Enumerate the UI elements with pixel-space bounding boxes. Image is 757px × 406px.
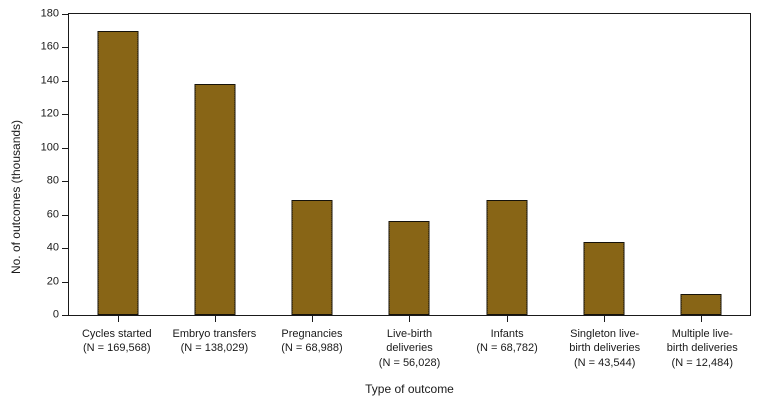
y-tick-mark [62, 282, 68, 283]
y-tick-label: 0 [52, 308, 59, 321]
bar-n-label: (N = 56,028) [378, 356, 441, 369]
bar-category-label: Singleton live- birth deliveries [569, 328, 641, 355]
y-tick-mark [62, 315, 68, 316]
bar [583, 242, 625, 315]
x-tick-mark [701, 316, 703, 322]
bar [194, 84, 236, 315]
y-tick-label: 120 [40, 107, 59, 120]
bar-n-label: (N = 169,568) [83, 342, 151, 355]
x-category-cell: Singleton live- birth deliveries (N = 43,… [556, 327, 654, 370]
plot-area: 0 20 40 60 80 100 120 140 160 180 [41, 8, 751, 322]
y-tick-mark [62, 215, 68, 216]
y-tick-mark [62, 14, 68, 15]
bar-category-label: Pregnancies [281, 328, 343, 340]
y-tick-mark [62, 181, 68, 182]
x-tick-mark [214, 316, 216, 322]
x-tick-mark [506, 316, 508, 322]
bar-category-label: Multiple live- birth deliveries [666, 328, 738, 355]
bar-category-label: Infants [490, 328, 524, 340]
bar-n-label: (N = 12,484) [671, 356, 733, 369]
x-tick-mark [312, 316, 314, 322]
y-tick-mark [62, 47, 68, 48]
bar [291, 200, 333, 315]
y-tick-mark [62, 81, 68, 82]
y-tick-label: 100 [40, 141, 59, 154]
x-category-cell: Live-birth deliveries (N = 56,028) [361, 327, 459, 370]
bar-category-label: Live-birth deliveries [386, 328, 433, 355]
y-tick-mark [62, 114, 68, 115]
x-axis-title: Type of outcome [365, 382, 454, 396]
x-category-labels: Cycles started (N = 169,568) Embryo transf… [68, 327, 751, 370]
y-tick-mark [62, 248, 68, 249]
x-tick-mark [117, 316, 119, 322]
x-tick-mark [409, 316, 411, 322]
bar-slot [264, 14, 361, 322]
bar-slot [361, 14, 458, 322]
bar [97, 31, 139, 315]
x-category-cell: Pregnancies (N = 68,988) [263, 327, 361, 370]
bar [486, 200, 528, 315]
x-category-cell: Embryo transfers (N = 138,029) [166, 327, 264, 370]
bar-n-label: (N = 43,544) [573, 356, 636, 369]
y-tick-label: 40 [46, 241, 59, 254]
y-tick-label: 80 [46, 174, 59, 187]
bar-n-label: (N = 68,988) [281, 342, 343, 355]
x-category-cell: Infants (N = 68,782) [458, 327, 556, 370]
bars-container [69, 14, 750, 322]
bar-category-label: Embryo transfers [172, 328, 257, 340]
x-category-cell: Cycles started (N = 169,568) [68, 327, 166, 370]
bar-n-label: (N = 68,782) [476, 342, 538, 355]
bar-category-label: Cycles started [81, 328, 152, 340]
bar [388, 221, 430, 315]
y-tick-label: 60 [46, 208, 59, 221]
y-tick-label: 160 [40, 40, 59, 53]
bar-slot [458, 14, 555, 322]
bar-slot [555, 14, 652, 322]
bar-slot [653, 14, 750, 322]
y-tick-label: 180 [40, 7, 59, 20]
bar [680, 294, 722, 315]
bar-slot [69, 14, 166, 322]
x-tick-mark [604, 316, 606, 322]
bar-n-label: (N = 138,029) [180, 342, 249, 355]
bar-slot [166, 14, 263, 322]
y-tick-label: 140 [40, 74, 59, 87]
y-tick-label: 20 [46, 275, 59, 288]
y-tick-mark [62, 148, 68, 149]
x-category-cell: Multiple live- birth deliveries (N = 12,4… [653, 327, 751, 370]
